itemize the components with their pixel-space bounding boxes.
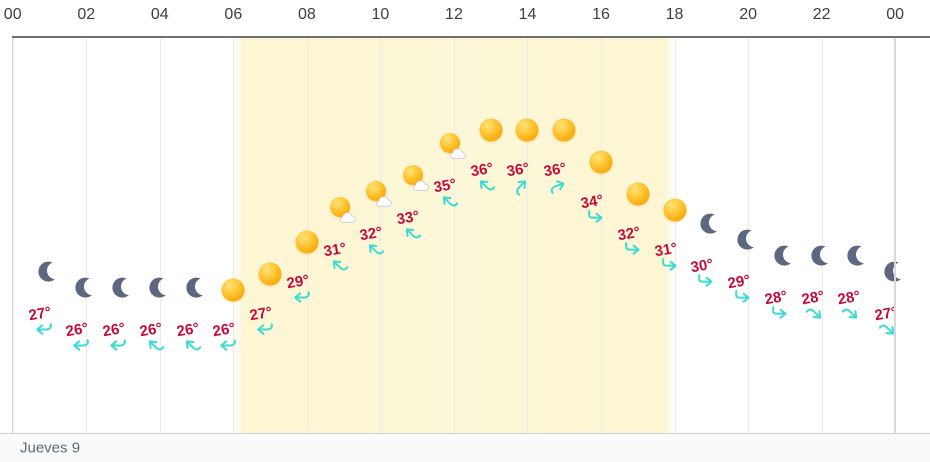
moon-icon (148, 275, 172, 305)
wind-direction-icon (659, 256, 679, 281)
gridline (674, 38, 676, 433)
hour-tick-label: 06 (224, 6, 243, 23)
sun-cloud-icon (366, 181, 394, 207)
wind-direction-icon (732, 288, 752, 313)
wind-direction-icon (769, 304, 789, 329)
moon-icon (37, 259, 61, 289)
wind-direction-icon (33, 320, 53, 345)
wind-direction-icon (475, 176, 495, 201)
wind-direction-icon (548, 176, 568, 201)
moon-icon (111, 275, 135, 305)
sun-icon (479, 118, 503, 142)
wind-direction-icon (181, 336, 201, 361)
wind-direction-icon (511, 176, 531, 201)
wind-direction-icon (401, 224, 422, 249)
gridline (380, 38, 382, 433)
sun-cloud-icon (329, 197, 358, 223)
wind-direction-icon (585, 208, 605, 233)
sun-icon (589, 150, 613, 174)
day-label: Jueves 9 (20, 439, 81, 457)
hour-tick-label: 04 (150, 6, 169, 23)
hour-tick-label: 22 (812, 6, 831, 23)
day-strip: Jueves 9 (0, 433, 930, 462)
sun-icon (626, 182, 650, 206)
moon-icon (74, 275, 98, 305)
gridline (12, 38, 14, 433)
time-axis: 00 02 04 06 08 10 12 14 16 18 20 22 00 (0, 0, 930, 36)
wind-direction-icon (805, 304, 826, 329)
moon-icon (846, 243, 870, 273)
gridline (86, 38, 88, 433)
wind-direction-icon (217, 336, 237, 361)
hour-tick-label: 14 (518, 6, 537, 23)
moon-icon (185, 275, 209, 305)
sun-cloud-icon (439, 133, 468, 159)
gridline (748, 38, 750, 433)
hour-tick-label: 12 (445, 6, 463, 23)
sun-icon (258, 262, 282, 286)
gridline (821, 38, 823, 433)
sun-icon (221, 278, 245, 302)
moon-icon (883, 259, 907, 289)
moon-icon (699, 211, 723, 241)
hour-tick-label: 00 (886, 6, 905, 23)
wind-direction-icon (622, 240, 642, 265)
gridline (527, 38, 529, 433)
hour-tick-label: 02 (77, 6, 96, 23)
wind-direction-icon (842, 304, 862, 329)
wind-direction-icon (70, 336, 90, 361)
wind-direction-icon (878, 320, 899, 345)
moon-icon (736, 227, 760, 257)
sun-icon (663, 198, 687, 222)
moon-icon (773, 243, 797, 273)
sun-icon (295, 230, 319, 254)
wind-direction-icon (291, 288, 311, 313)
wind-direction-icon (107, 336, 127, 361)
hour-tick-label: 00 (3, 6, 22, 23)
gridline (159, 38, 161, 433)
axis-line (12, 36, 930, 38)
gridline (233, 38, 235, 433)
left-day-separator (12, 38, 13, 462)
gridline (601, 38, 603, 433)
moon-icon (810, 243, 834, 273)
hour-tick-label: 10 (371, 6, 390, 23)
wind-direction-icon (254, 320, 274, 345)
wind-direction-icon (144, 336, 164, 361)
hour-tick-label: 16 (592, 6, 610, 23)
sun-icon (515, 118, 539, 142)
sun-icon (552, 118, 576, 142)
gridline (453, 38, 455, 433)
hour-tick-label: 20 (739, 6, 757, 23)
sun-cloud-icon (403, 165, 431, 191)
plot-area: 27° 26° 26° 26° 26° 26° 27° 29° 31° 32° 33° 35° 36° 3… (0, 38, 930, 433)
wind-direction-icon (438, 192, 459, 217)
hour-tick-label: 08 (297, 6, 316, 23)
wind-direction-icon (695, 272, 715, 297)
wind-direction-icon (328, 256, 348, 281)
right-day-separator (894, 38, 896, 462)
wind-direction-icon (364, 240, 385, 265)
hour-tick-label: 18 (665, 6, 684, 23)
